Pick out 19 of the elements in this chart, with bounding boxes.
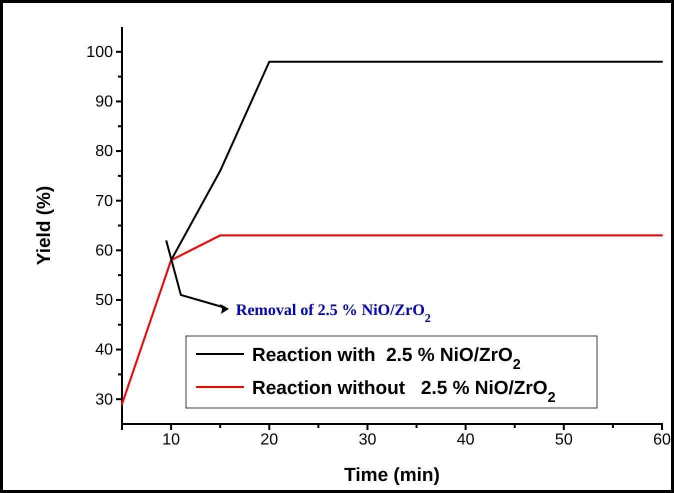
x-tick-label: 10 <box>162 431 180 448</box>
y-tick-label: 50 <box>95 292 114 310</box>
y-tick-label: 30 <box>95 391 114 408</box>
x-tick-label: 50 <box>554 431 573 448</box>
x-tick-label: 60 <box>653 431 671 448</box>
x-tick-label: 30 <box>358 431 376 448</box>
legend-label: Reaction without 2.5 % NiO/ZrO$_{2}$ <box>252 378 556 406</box>
x-tick-label: 40 <box>456 431 475 448</box>
legend-label: Reaction with 2.5 % NiO/ZrO$_{2}$ <box>252 345 521 373</box>
y-tick-label: 100 <box>86 44 114 61</box>
y-tick-label: 60 <box>95 242 114 260</box>
annotation: Removal of 2.5 % NiO/ZrO$_{2}$ <box>236 302 431 325</box>
y-axis-title: Yield (%) <box>34 186 55 266</box>
y-tick-label: 70 <box>95 192 114 210</box>
y-tick-label: 40 <box>95 342 114 359</box>
x-tick-label: 20 <box>260 431 278 448</box>
y-tick-label: 80 <box>95 143 114 160</box>
x-axis-title: Time (min) <box>344 465 440 486</box>
y-tick-label: 90 <box>95 94 114 111</box>
